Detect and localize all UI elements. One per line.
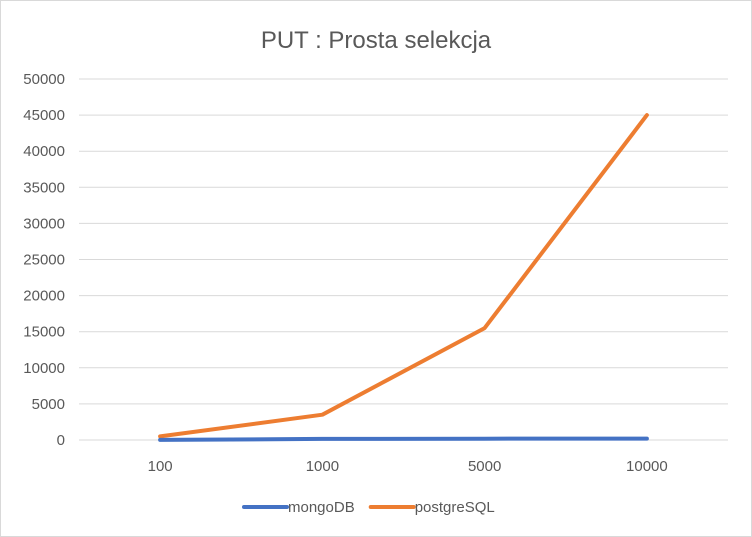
y-tick-label: 10000 [23,360,65,377]
y-tick-label: 40000 [23,143,65,160]
y-tick-label: 5000 [32,396,65,413]
y-tick-label: 50000 [23,71,65,88]
y-tick-label: 15000 [23,324,65,341]
y-tick-label: 20000 [23,288,65,305]
gridlines [79,78,728,441]
legend-label: mongoDB [288,499,355,516]
series-line-postgresql [158,113,649,439]
y-tick-label: 0 [57,432,65,449]
series-lines [158,113,649,442]
x-tick-label: 5000 [468,458,501,475]
y-tick-label: 45000 [23,107,65,124]
series-line-mongodb [158,436,649,442]
y-tick-label: 30000 [23,215,65,232]
legend-label: postgreSQL [415,499,495,516]
y-tick-label: 25000 [23,252,65,269]
y-tick-label: 35000 [23,179,65,196]
chart-title: PUT : Prosta selekcja [261,27,492,54]
x-tick-label: 1000 [306,458,339,475]
legend: mongoDB postgreSQL [242,499,495,516]
x-tick-label: 10000 [626,458,668,475]
y-axis-ticks: 0 5000 10000 15000 20000 25000 30000 35000 40000… [23,71,65,449]
x-axis-ticks: 100 1000 5000 10000 [148,458,668,475]
x-tick-label: 100 [148,458,173,475]
